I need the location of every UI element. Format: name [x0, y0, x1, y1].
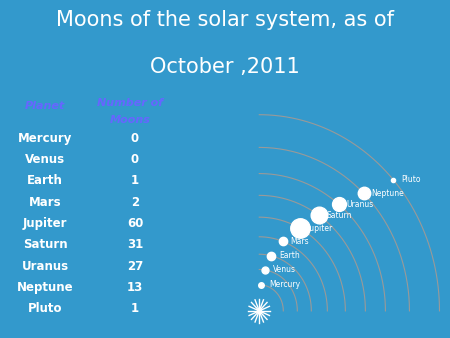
Text: October ,2011: October ,2011 — [150, 57, 300, 77]
Text: Moons of the solar system, as of: Moons of the solar system, as of — [56, 10, 394, 30]
Text: Saturn: Saturn — [22, 238, 68, 251]
Text: 1: 1 — [131, 174, 139, 187]
Text: Venus: Venus — [25, 153, 65, 166]
Text: 0: 0 — [131, 153, 139, 166]
Text: Number of: Number of — [98, 98, 163, 108]
Text: Saturn: Saturn — [327, 211, 352, 220]
Text: Jupiter: Jupiter — [308, 224, 333, 233]
Text: 0: 0 — [131, 132, 139, 145]
Text: 13: 13 — [127, 281, 143, 294]
Text: Mars: Mars — [291, 237, 309, 246]
Text: Neptune: Neptune — [17, 281, 73, 294]
Text: Mercury: Mercury — [269, 280, 300, 289]
Text: Mercury: Mercury — [18, 132, 72, 145]
Text: Jupiter: Jupiter — [23, 217, 67, 230]
Text: Uranus: Uranus — [346, 200, 374, 209]
Text: Venus: Venus — [273, 265, 296, 274]
Text: Earth: Earth — [279, 251, 300, 260]
Text: Planet: Planet — [25, 101, 65, 112]
Text: 60: 60 — [127, 217, 143, 230]
Text: Moons: Moons — [110, 115, 151, 125]
Text: Pluto: Pluto — [401, 175, 421, 184]
Text: 2: 2 — [131, 196, 139, 209]
Text: Neptune: Neptune — [372, 189, 405, 198]
Text: Earth: Earth — [27, 174, 63, 187]
Text: 1: 1 — [131, 302, 139, 315]
Text: Pluto: Pluto — [28, 302, 62, 315]
Text: Uranus: Uranus — [22, 260, 68, 272]
Text: 31: 31 — [127, 238, 143, 251]
Text: Mars: Mars — [29, 196, 61, 209]
Text: 27: 27 — [127, 260, 143, 272]
